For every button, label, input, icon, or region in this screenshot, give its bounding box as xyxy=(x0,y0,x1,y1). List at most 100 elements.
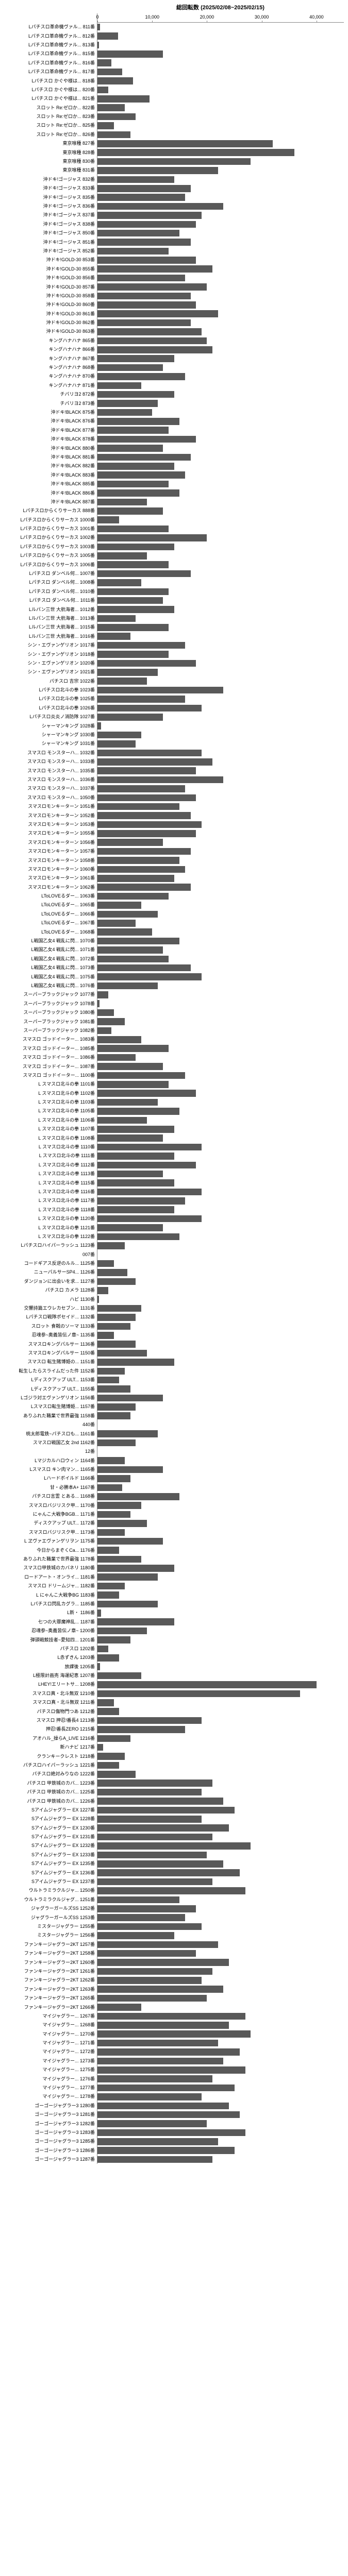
y-axis-label: Lルパン三世 大航海者... 1016番 xyxy=(4,632,97,641)
bar xyxy=(97,176,174,183)
bar xyxy=(97,1305,141,1312)
y-axis-label: 12番 xyxy=(4,1447,97,1456)
y-axis-label: マイジャグラー... 1268番 xyxy=(4,2021,97,2029)
bar-row xyxy=(97,1851,344,1859)
bar-row xyxy=(97,1743,344,1752)
y-axis-label: Lパチスロ ダンベル何... 1007番 xyxy=(4,569,97,578)
bar-row xyxy=(97,1223,344,1232)
y-axis-label: スマスロバジリスク甲... 1173番 xyxy=(4,1528,97,1537)
bar xyxy=(97,516,119,523)
y-axis-label: スマスロモンキーターン 1057番 xyxy=(4,847,97,856)
bar-row xyxy=(97,390,344,399)
bar xyxy=(97,1591,119,1599)
y-axis-label: 東京喰種 827番 xyxy=(4,139,97,148)
y-axis-label: ファンキージャグラー2KT 1260番 xyxy=(4,1958,97,1967)
y-axis-label: 沖ドキ!ゴージャス 832番 xyxy=(4,175,97,184)
y-axis-label: ファンキージャグラー2KT 1262番 xyxy=(4,1976,97,1985)
y-axis-label: スーパーブラックジャック 1081番 xyxy=(4,1017,97,1026)
y-axis-label: ニューパルサーSP4... 1126番 xyxy=(4,1268,97,1277)
bar xyxy=(97,1466,163,1473)
bar xyxy=(97,293,191,300)
bar-row xyxy=(97,1635,344,1644)
bar xyxy=(97,1206,174,1213)
y-axis-label: スマスロ モンスターハ... 1033番 xyxy=(4,757,97,766)
y-axis-label: L戦国乙女4 戦乱に閃... 1070番 xyxy=(4,937,97,945)
y-axis-label: スマスロモンキーターン 1056番 xyxy=(4,838,97,847)
bar xyxy=(97,714,163,721)
y-axis-label: マイジャグラー... 1278番 xyxy=(4,2092,97,2101)
y-axis-label: 440番 xyxy=(4,1420,97,1429)
y-axis-label: Sアイムジャグラー EX 1233番 xyxy=(4,1851,97,1859)
y-axis-label: スマスロ 押忍!番長4 1213番 xyxy=(4,1716,97,1725)
y-axis-label: 沖ドキ!BLACK 883番 xyxy=(4,471,97,480)
y-axis-label: ミスタージャグラー 1256番 xyxy=(4,1931,97,1940)
bar xyxy=(97,1287,108,1294)
bar xyxy=(97,1395,163,1402)
y-axis-label: シャーマンキング 1028番 xyxy=(4,721,97,730)
x-tick-label: 20,000 xyxy=(200,14,214,20)
bar-row xyxy=(97,963,344,972)
y-axis-label: ファンキージャグラー2KT 1265番 xyxy=(4,1994,97,2003)
y-axis-label: L戦国乙女4 戦乱に閃... 1073番 xyxy=(4,963,97,972)
bar xyxy=(97,194,185,201)
bar xyxy=(97,1905,196,1912)
bar-row xyxy=(97,49,344,58)
y-axis-label: L スマスロ北斗の拳 1113番 xyxy=(4,1170,97,1178)
y-axis-label: ゴーゴージャグラー3 1281番 xyxy=(4,2110,97,2119)
bar-row xyxy=(97,345,344,354)
bar xyxy=(97,1233,179,1241)
bar-row xyxy=(97,220,344,229)
bar-row xyxy=(97,1313,344,1321)
y-axis-label: L スマスロ北斗の拳 1121番 xyxy=(4,1223,97,1232)
bar xyxy=(97,301,196,309)
y-axis-label: Sアイムジャグラー EX 1232番 xyxy=(4,1841,97,1850)
y-axis-label: Lパチスロ革命機ヴァル... 812番 xyxy=(4,31,97,40)
y-axis-label: スマスロキングパルサー 1150番 xyxy=(4,1349,97,1358)
y-axis-label: 沖ドキ!BLACK 878番 xyxy=(4,435,97,444)
bar xyxy=(97,1896,179,1904)
bar-row xyxy=(97,148,344,157)
y-axis-label: 沖ドキ!ゴージャス 836番 xyxy=(4,202,97,211)
bar xyxy=(97,606,174,613)
y-axis-label: Sアイムジャグラー EX 1227番 xyxy=(4,1806,97,1815)
bar xyxy=(97,221,196,228)
bar-row xyxy=(97,1555,344,1564)
bar xyxy=(97,1878,212,1886)
bar xyxy=(97,1618,174,1625)
bar-row xyxy=(97,1412,344,1420)
bar xyxy=(97,1179,174,1187)
bar xyxy=(97,1099,158,1106)
y-axis-label: 沖ドキ!BLACK 875番 xyxy=(4,408,97,417)
bar xyxy=(97,239,191,246)
bar xyxy=(97,104,125,111)
y-axis-label: マイジャグラー... 1270番 xyxy=(4,2030,97,2039)
bar-row xyxy=(97,1384,344,1393)
y-axis-label: パチスロ 甲鉄城のカバ... 1226番 xyxy=(4,1797,97,1805)
bar xyxy=(97,1153,174,1160)
bar-row xyxy=(97,1367,344,1376)
bar-row xyxy=(97,1268,344,1277)
bar-row xyxy=(97,1895,344,1904)
y-axis-label: Lパチスロ革命機ヴァル... 813番 xyxy=(4,41,97,49)
bar-row xyxy=(97,704,344,713)
y-axis-label: 沖ドキ!BLACK 885番 xyxy=(4,480,97,488)
bar xyxy=(97,1869,240,1876)
bar-row xyxy=(97,1528,344,1537)
y-axis-label: Sアイムジャグラー EX 1228番 xyxy=(4,1815,97,1823)
y-axis-label: L戦国乙女4 戦乱に閃... 1075番 xyxy=(4,972,97,981)
y-axis-label: 沖ドキ!BLACK 876番 xyxy=(4,417,97,426)
bar xyxy=(97,427,169,434)
bar xyxy=(97,1923,202,1930)
bar xyxy=(97,767,196,774)
bar-row xyxy=(97,238,344,246)
bar-row xyxy=(97,175,344,184)
y-axis-label: スマスロモンキーターン 1052番 xyxy=(4,811,97,820)
bar-row xyxy=(97,184,344,193)
bar-row xyxy=(97,1125,344,1133)
y-axis-label: スマスロ モンスターハ... 1036番 xyxy=(4,775,97,784)
bar xyxy=(97,1260,114,1267)
bar-row xyxy=(97,2110,344,2119)
bar-row xyxy=(97,1376,344,1384)
bar xyxy=(97,830,196,837)
bar-row xyxy=(97,569,344,578)
